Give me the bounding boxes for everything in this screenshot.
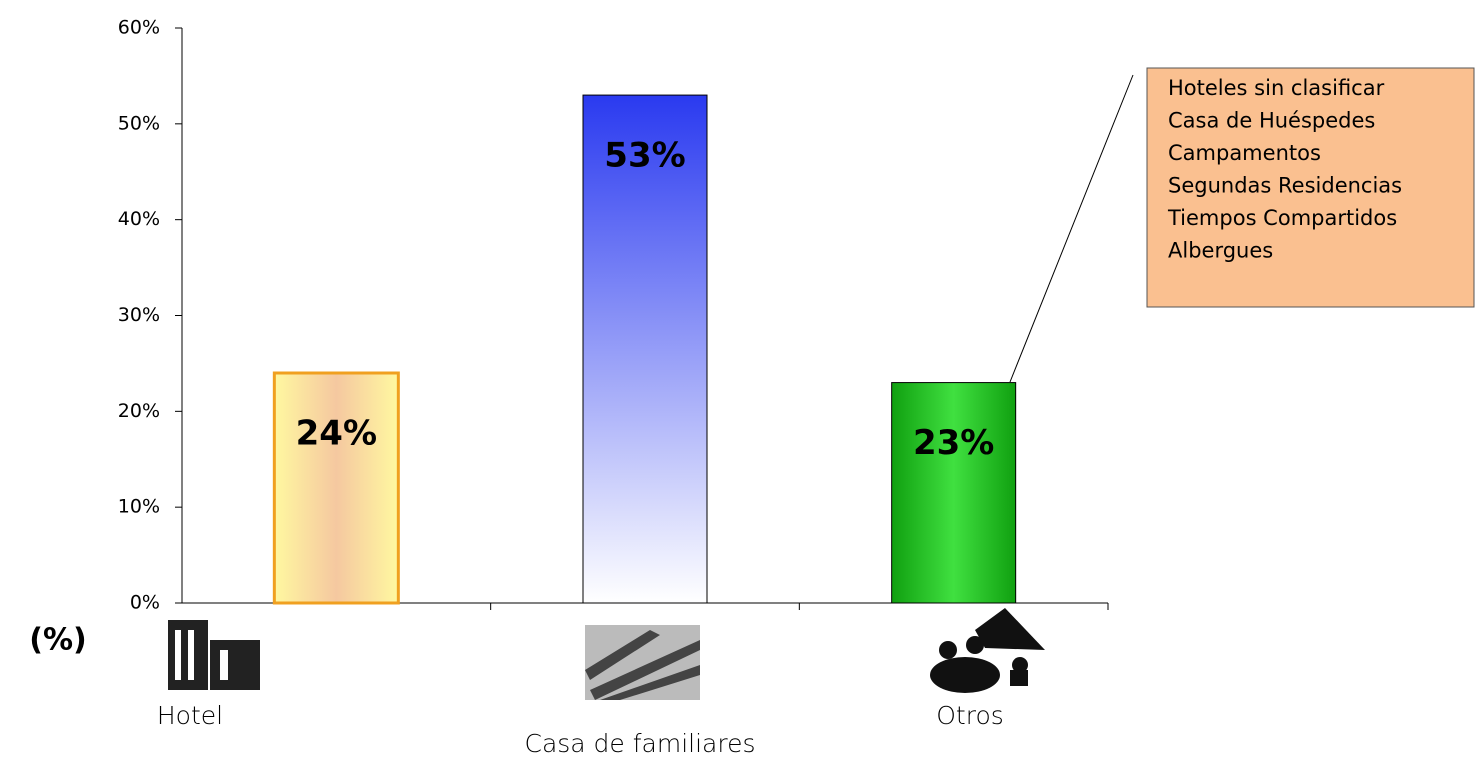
y-tick-label: 60% [118, 17, 160, 39]
annotation-line: Segundas Residencias [1168, 174, 1402, 198]
value-label: 23% [913, 423, 994, 463]
annotation-line: Tiempos Compartidos [1167, 206, 1397, 230]
house-icon [585, 625, 700, 700]
hotel-icon [168, 620, 260, 690]
value-label: 24% [296, 414, 377, 454]
bar [582, 94, 708, 604]
bar [891, 382, 1017, 604]
y-tick-label: 10% [118, 496, 160, 518]
y-tick-label: 0% [130, 592, 160, 614]
y-tick-label: 20% [118, 400, 160, 422]
x-tick-label: Hotel [157, 701, 223, 730]
annotation-line: Hoteles sin clasificar [1168, 76, 1385, 100]
y-axis-label: (%) [29, 623, 86, 658]
y-tick-label: 40% [118, 208, 160, 230]
annotation-box [1009, 67, 1475, 383]
camp-icon [930, 608, 1045, 693]
value-label: 53% [604, 136, 685, 176]
annotation-line: Albergues [1168, 239, 1273, 263]
annotation-line: Campamentos [1168, 141, 1321, 165]
x-tick-label: Otros [936, 701, 1004, 730]
bar [272, 371, 400, 605]
annotation-line: Casa de Huéspedes [1168, 109, 1375, 133]
y-tick-label: 50% [118, 112, 160, 134]
x-tick-label: Casa de familiares [524, 729, 755, 757]
y-tick-label: 30% [118, 304, 160, 326]
